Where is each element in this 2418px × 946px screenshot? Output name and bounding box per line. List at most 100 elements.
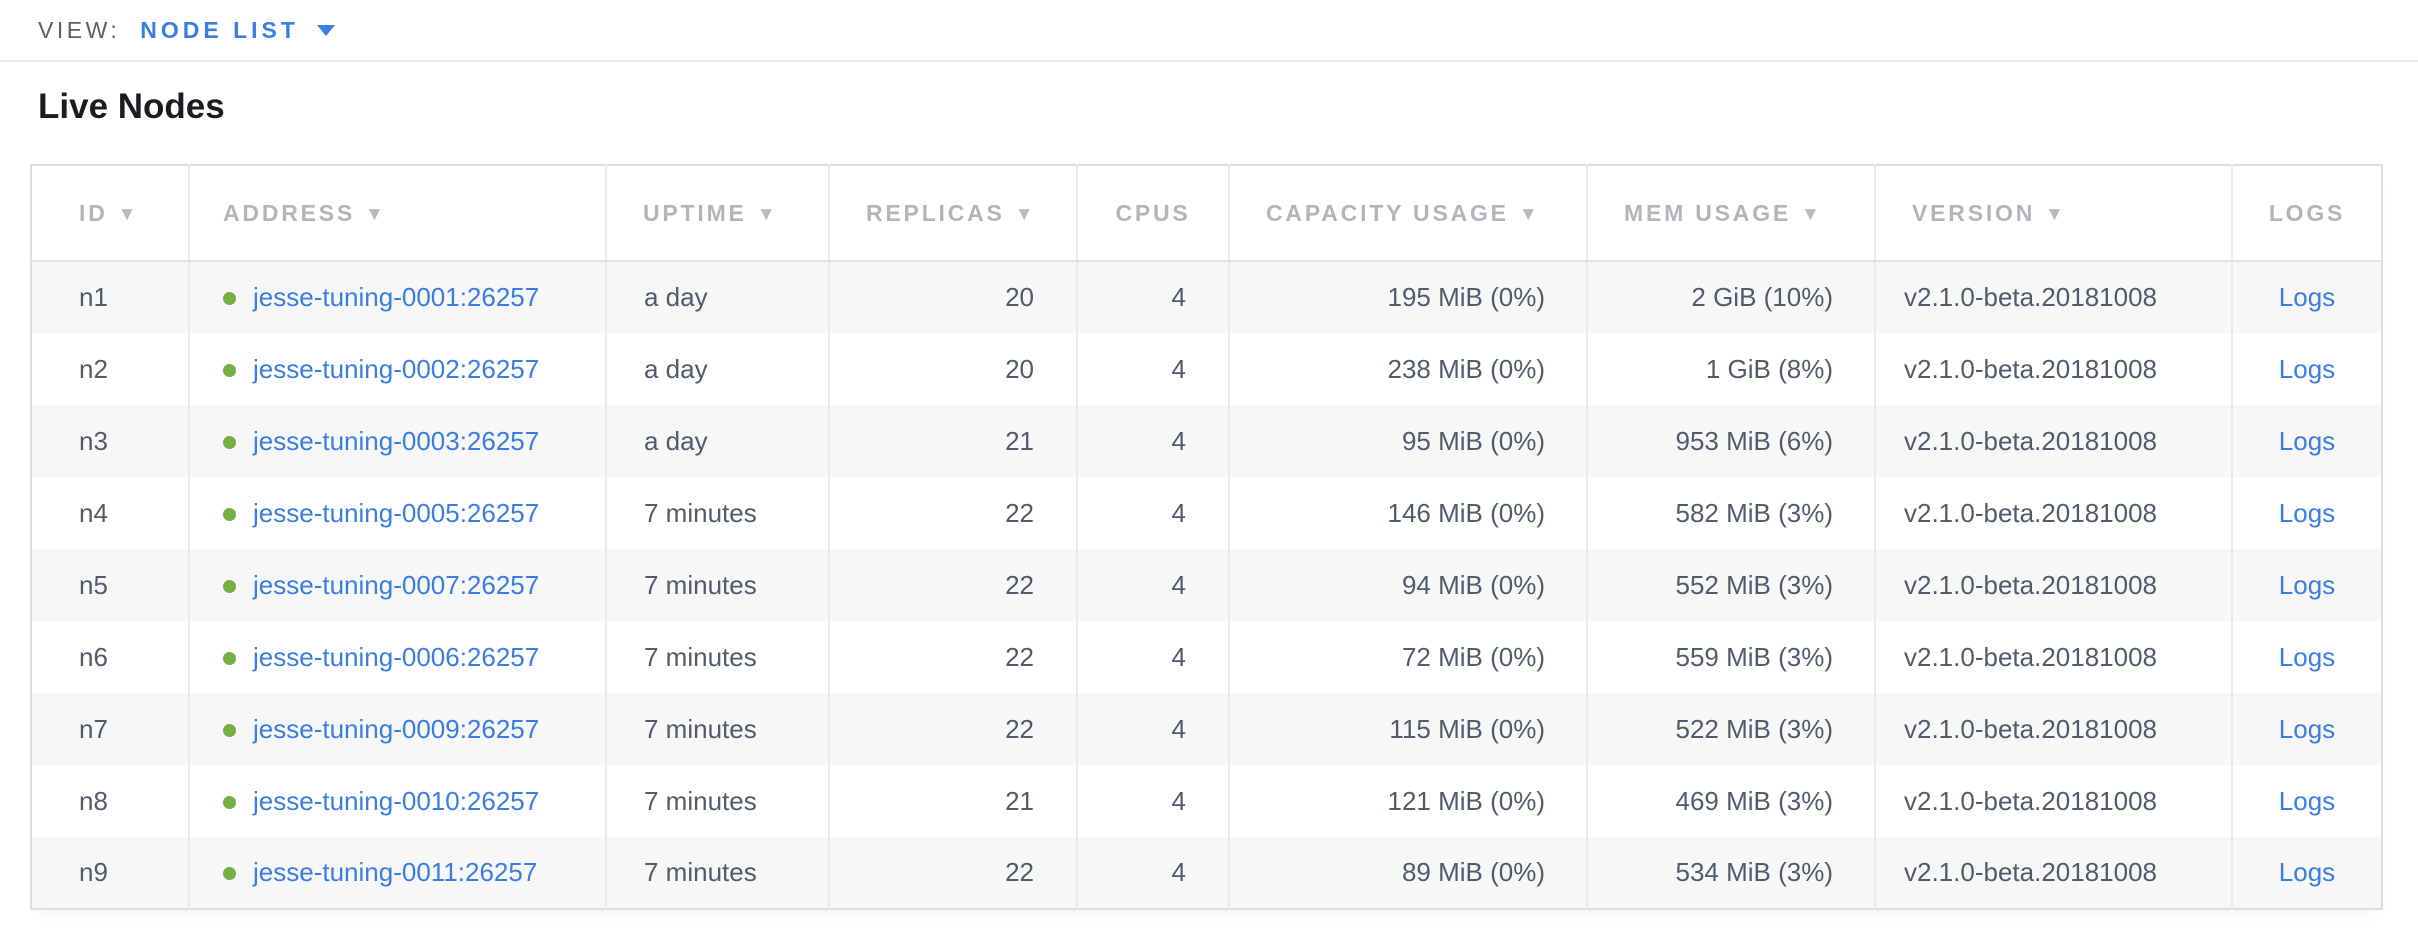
page-title: Live Nodes [38, 87, 225, 126]
node-version-cell: v2.1.0-beta.20181008 [1874, 405, 2232, 477]
column-header-mem[interactable]: MEM USAGE [1586, 165, 1875, 262]
node-capacity-cell: 121 MiB (0%) [1228, 765, 1587, 837]
node-address-link[interactable]: jesse-tuning-0010:26257 [253, 785, 540, 816]
node-address-cell: jesse-tuning-0001:26257 [188, 261, 606, 333]
node-address-link[interactable]: jesse-tuning-0005:26257 [253, 497, 540, 528]
node-uptime-cell: a day [605, 261, 829, 333]
node-uptime-cell: 7 minutes [605, 693, 829, 765]
node-id-cell: n9 [79, 857, 108, 887]
node-logs-link[interactable]: Logs [2278, 425, 2336, 456]
node-replicas-cell: 22 [828, 837, 1077, 909]
node-capacity-cell: 95 MiB (0%) [1228, 405, 1587, 477]
node-logs-link[interactable]: Logs [2278, 353, 2336, 384]
node-live-status-icon [223, 795, 236, 809]
node-id-cell: n6 [79, 641, 108, 672]
column-header-replicas[interactable]: REPLICAS [828, 165, 1077, 262]
table-row: n1 jesse-tuning-0001:26257 a day 20 4 19… [31, 261, 2382, 333]
node-cpus-cell: 4 [1076, 765, 1229, 837]
node-version-cell: v2.1.0-beta.20181008 [1874, 693, 2232, 765]
node-live-status-icon [223, 507, 236, 521]
node-capacity-cell: 115 MiB (0%) [1228, 693, 1587, 765]
node-version-cell: v2.1.0-beta.20181008 [1874, 837, 2232, 909]
node-address-link[interactable]: jesse-tuning-0001:26257 [253, 282, 540, 312]
node-uptime-cell: 7 minutes [605, 765, 829, 837]
node-logs-cell: Logs [2231, 693, 2382, 765]
node-logs-link[interactable]: Logs [2278, 282, 2336, 312]
column-header-address[interactable]: ADDRESS [188, 165, 606, 262]
node-address-link[interactable]: jesse-tuning-0002:26257 [253, 353, 540, 384]
column-header-capacity[interactable]: CAPACITY USAGE [1228, 165, 1587, 262]
node-cpus-cell: 4 [1076, 837, 1229, 909]
column-header-label: ID [79, 199, 108, 226]
node-uptime-cell: a day [605, 405, 829, 477]
node-address-cell: jesse-tuning-0007:26257 [188, 549, 606, 621]
node-logs-link[interactable]: Logs [2278, 497, 2336, 528]
sort-desc-icon [1801, 204, 1823, 226]
node-capacity-cell: 94 MiB (0%) [1228, 549, 1587, 621]
column-header-cpus: CPUS [1076, 165, 1229, 262]
node-cpus-cell: 4 [1076, 405, 1229, 477]
node-address-link[interactable]: jesse-tuning-0009:26257 [253, 713, 540, 744]
node-uptime-cell: 7 minutes [605, 549, 829, 621]
node-mem-cell: 559 MiB (3%) [1586, 621, 1875, 693]
table-body: n1 jesse-tuning-0001:26257 a day 20 4 19… [31, 261, 2382, 909]
node-mem-cell: 2 GiB (10%) [1586, 261, 1875, 333]
node-uptime-cell: 7 minutes [605, 837, 829, 909]
column-header-logs: LOGS [2231, 165, 2382, 262]
node-address-cell: jesse-tuning-0003:26257 [188, 405, 606, 477]
node-logs-cell: Logs [2231, 261, 2382, 333]
node-logs-link[interactable]: Logs [2278, 713, 2336, 744]
table-row: n4 jesse-tuning-0005:26257 7 minutes 22 … [31, 477, 2382, 549]
node-address-cell: jesse-tuning-0005:26257 [188, 477, 606, 549]
column-header-label: UPTIME [643, 199, 747, 226]
node-logs-link[interactable]: Logs [2278, 641, 2336, 672]
node-version-cell: v2.1.0-beta.20181008 [1874, 477, 2232, 549]
node-mem-cell: 953 MiB (6%) [1586, 405, 1875, 477]
node-version-cell: v2.1.0-beta.20181008 [1874, 549, 2232, 621]
node-logs-link[interactable]: Logs [2278, 785, 2336, 816]
column-header-label: ADDRESS [223, 199, 356, 226]
node-logs-cell: Logs [2231, 621, 2382, 693]
node-logs-link[interactable]: Logs [2278, 569, 2336, 600]
view-dropdown[interactable]: NODE LIST [140, 17, 335, 44]
node-replicas-cell: 22 [828, 693, 1077, 765]
node-mem-cell: 582 MiB (3%) [1586, 477, 1875, 549]
column-header-id[interactable]: ID [31, 165, 189, 262]
node-logs-cell: Logs [2231, 333, 2382, 405]
node-address-cell: jesse-tuning-0011:26257 [188, 837, 606, 909]
column-header-label: LOGS [2268, 199, 2346, 226]
node-capacity-cell: 238 MiB (0%) [1228, 333, 1587, 405]
node-address-link[interactable]: jesse-tuning-0011:26257 [253, 857, 538, 887]
table-row: n2 jesse-tuning-0002:26257 a day 20 4 23… [31, 333, 2382, 405]
table-row: n6 jesse-tuning-0006:26257 7 minutes 22 … [31, 621, 2382, 693]
node-logs-link[interactable]: Logs [2278, 857, 2336, 887]
table-header-row: ID ADDRESS UPTIME REPLICAS CPUS CAPACITY USAG… [31, 165, 2382, 262]
node-capacity-cell: 195 MiB (0%) [1228, 261, 1587, 333]
sort-desc-icon [118, 204, 140, 226]
view-dropdown-value: NODE LIST [140, 16, 299, 43]
column-header-uptime[interactable]: UPTIME [605, 165, 829, 262]
live-nodes-table-container: ID ADDRESS UPTIME REPLICAS CPUS CAPACITY USAG… [30, 164, 2383, 910]
node-address-link[interactable]: jesse-tuning-0003:26257 [253, 425, 540, 456]
node-address-link[interactable]: jesse-tuning-0007:26257 [253, 569, 540, 600]
node-version-cell: v2.1.0-beta.20181008 [1874, 621, 2232, 693]
node-mem-cell: 552 MiB (3%) [1586, 549, 1875, 621]
node-live-status-icon [223, 651, 236, 665]
node-cpus-cell: 4 [1076, 261, 1229, 333]
node-cpus-cell: 4 [1076, 549, 1229, 621]
column-header-label: MEM USAGE [1624, 199, 1792, 226]
table-row: n9 jesse-tuning-0011:26257 7 minutes 22 … [31, 837, 2382, 909]
node-address-cell: jesse-tuning-0006:26257 [188, 621, 606, 693]
node-live-status-icon [223, 579, 236, 593]
node-live-status-icon [223, 867, 236, 880]
node-replicas-cell: 22 [828, 477, 1077, 549]
node-mem-cell: 469 MiB (3%) [1586, 765, 1875, 837]
table-row: n8 jesse-tuning-0010:26257 7 minutes 21 … [31, 765, 2382, 837]
node-uptime-cell: 7 minutes [605, 621, 829, 693]
node-cpus-cell: 4 [1076, 477, 1229, 549]
view-selector-bar: VIEW: NODE LIST [0, 0, 2418, 62]
node-version-cell: v2.1.0-beta.20181008 [1874, 765, 2232, 837]
table-header: ID ADDRESS UPTIME REPLICAS CPUS CAPACITY USAG… [31, 165, 2382, 262]
node-address-link[interactable]: jesse-tuning-0006:26257 [253, 641, 540, 672]
column-header-version[interactable]: VERSION [1874, 165, 2232, 262]
